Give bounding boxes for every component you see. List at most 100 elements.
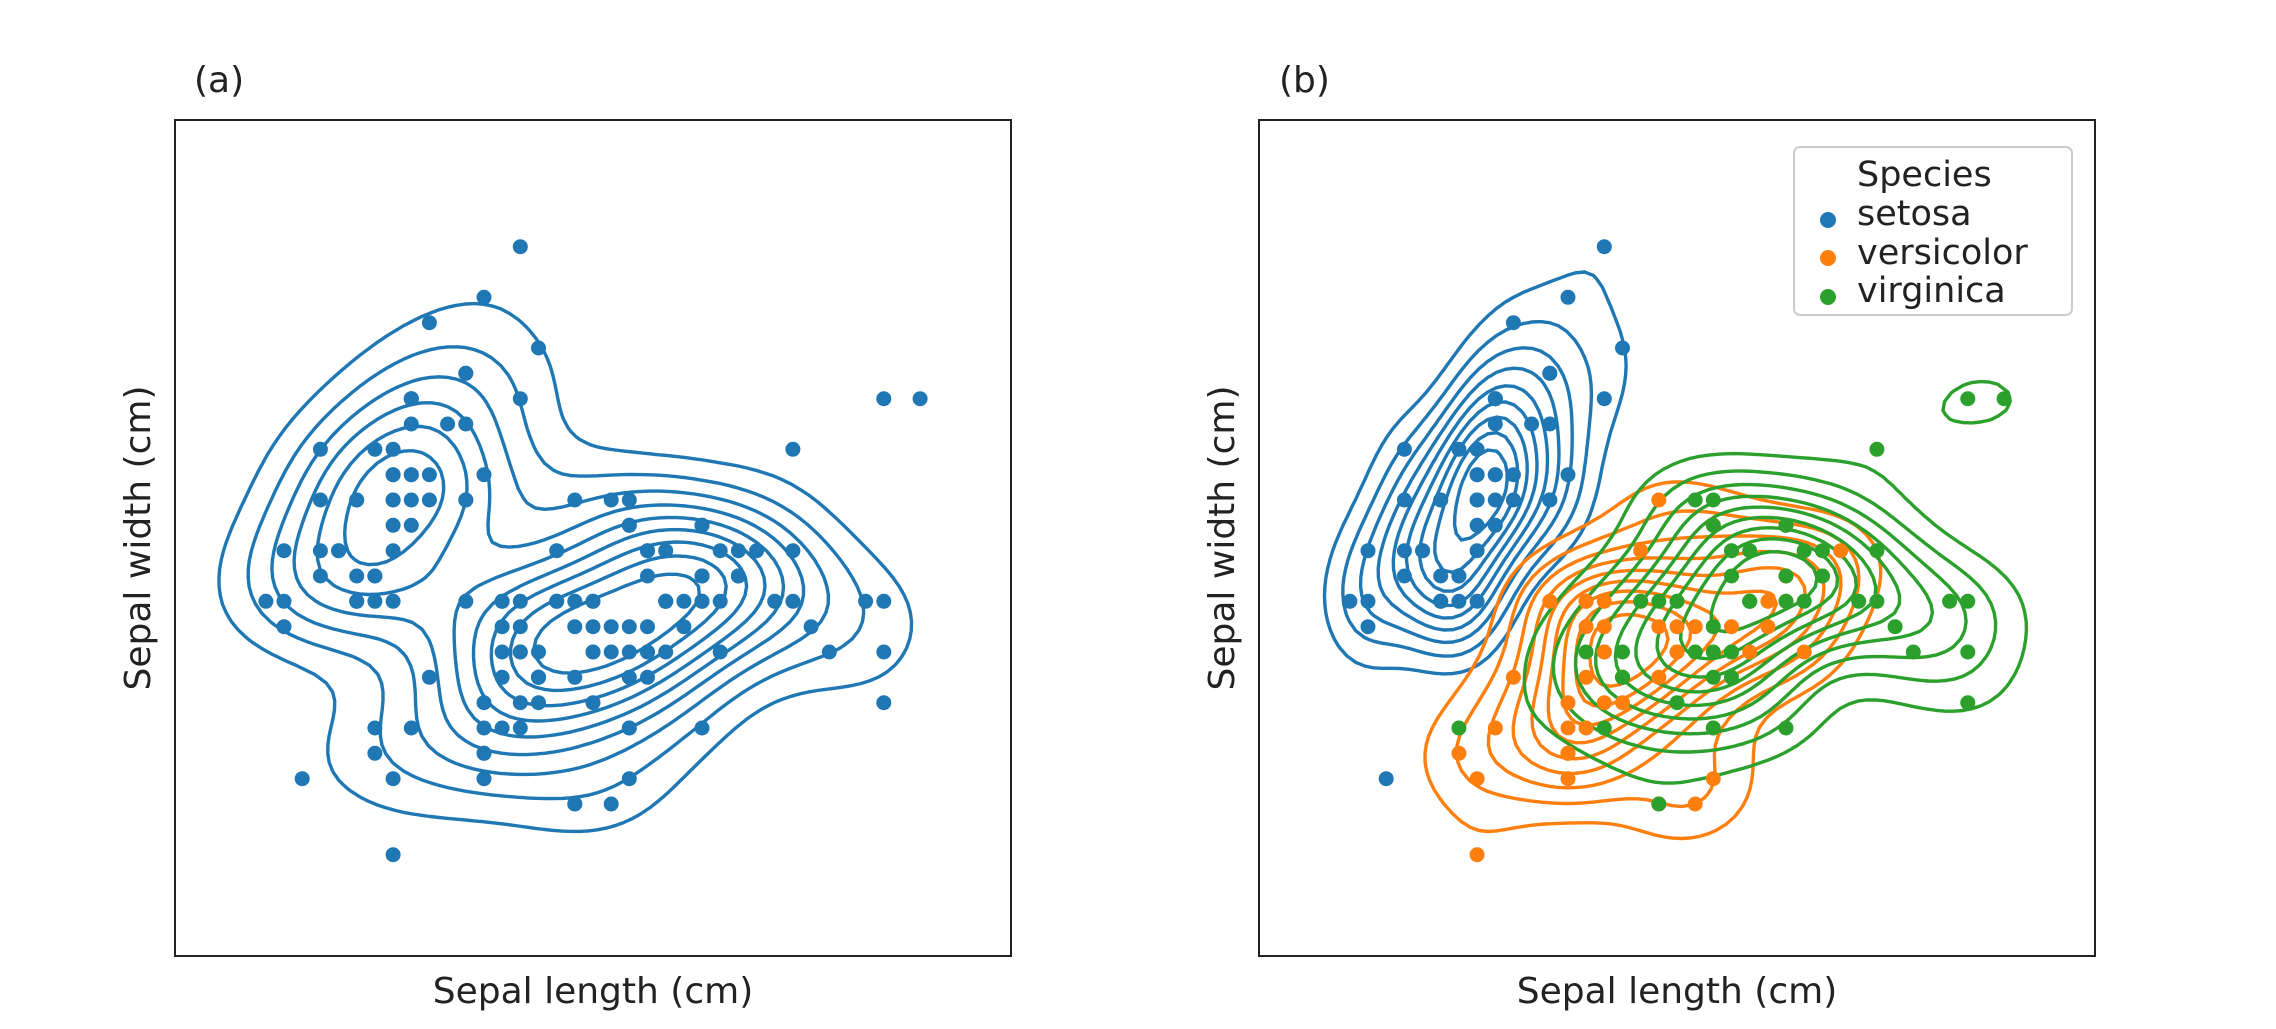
- point-setosa-28: [1505, 492, 1521, 508]
- point-all-119: [567, 796, 583, 812]
- point-all-92: [531, 695, 546, 711]
- point-all-115: [640, 543, 655, 559]
- point-setosa-30: [1433, 568, 1449, 584]
- panel-a: (a) Sepal length (cm) Sepal width (cm): [118, 60, 1012, 1012]
- contour-setosa-level-2: [1341, 319, 1594, 658]
- point-setosa-1: [1451, 593, 1467, 609]
- point-virginica-17: [1960, 391, 1976, 407]
- point-all-129: [785, 593, 801, 609]
- point-all-63: [585, 619, 601, 635]
- point-all-94: [494, 669, 510, 685]
- point-all-85: [567, 492, 583, 508]
- point-versicolor-39: [1560, 720, 1576, 736]
- point-all-69: [494, 720, 510, 736]
- contour-versicolor-level-1: [1423, 480, 1883, 841]
- point-all-34: [367, 568, 383, 584]
- point-versicolor-7: [1451, 745, 1467, 761]
- point-versicolor-42: [1615, 695, 1630, 711]
- point-versicolor-10: [1469, 847, 1485, 863]
- point-all-50: [749, 543, 765, 559]
- point-all-145: [694, 593, 710, 609]
- point-virginica-2: [1851, 593, 1867, 609]
- point-all-31: [458, 492, 474, 508]
- point-setosa-15: [1596, 239, 1612, 255]
- point-versicolor-13: [1669, 619, 1685, 635]
- point-versicolor-25: [1760, 593, 1776, 609]
- point-setosa-46: [1487, 391, 1503, 407]
- point-virginica-8: [1778, 720, 1794, 736]
- point-all-38: [276, 593, 292, 609]
- point-virginica-0: [1705, 517, 1721, 533]
- contour-setosa-level-4: [1376, 366, 1561, 632]
- point-setosa-13: [1342, 593, 1358, 609]
- point-virginica-15: [1724, 543, 1739, 559]
- point-all-141: [730, 568, 746, 584]
- panel-b-xlabel: Sepal length (cm): [1517, 971, 1838, 1012]
- point-all-146: [621, 720, 637, 736]
- point-all-81: [476, 745, 492, 761]
- point-virginica-22: [1960, 644, 1976, 660]
- legend: Species setosa versicolor virginica: [1793, 146, 2073, 316]
- point-setosa-22: [1396, 441, 1412, 457]
- legend-box: [1793, 146, 2073, 316]
- point-virginica-11: [1724, 669, 1739, 685]
- point-all-76: [712, 644, 728, 660]
- point-all-8: [276, 619, 292, 635]
- point-all-93: [385, 771, 401, 787]
- legend-marker-virginica: [1820, 289, 1836, 305]
- point-virginica-19: [1651, 796, 1667, 812]
- point-virginica-46: [1705, 720, 1721, 736]
- point-versicolor-9: [1505, 669, 1521, 685]
- point-setosa-34: [1451, 568, 1467, 584]
- point-virginica-38: [1651, 593, 1667, 609]
- point-all-47: [312, 543, 328, 559]
- contour-virginica-level-4: [1594, 494, 1935, 721]
- point-all-131: [912, 391, 928, 407]
- point-setosa-27: [1505, 467, 1521, 483]
- point-all-48: [440, 416, 456, 432]
- point-all-121: [494, 644, 510, 660]
- point-all-53: [476, 771, 492, 787]
- point-all-126: [603, 644, 619, 660]
- point-virginica-41: [1814, 568, 1830, 584]
- point-all-142: [531, 669, 546, 685]
- point-setosa-25: [1469, 593, 1485, 609]
- point-all-73: [585, 644, 601, 660]
- point-virginica-48: [1687, 492, 1703, 508]
- point-versicolor-34: [1542, 593, 1558, 609]
- point-setosa-17: [1487, 467, 1503, 483]
- point-virginica-47: [1742, 593, 1758, 609]
- point-setosa-41: [1378, 771, 1394, 787]
- point-all-90: [476, 695, 492, 711]
- point-all-87: [621, 771, 637, 787]
- point-all-111: [640, 669, 655, 685]
- point-versicolor-26: [1796, 644, 1812, 660]
- point-all-148: [603, 492, 619, 508]
- point-setosa-47: [1396, 543, 1412, 559]
- point-setosa-8: [1360, 619, 1376, 635]
- panel-b-ylabel: Sepal width (cm): [1202, 386, 1243, 691]
- legend-entry-setosa: setosa: [1857, 194, 1972, 234]
- point-all-60: [385, 847, 401, 863]
- point-all-70: [549, 543, 565, 559]
- point-versicolor-33: [1651, 669, 1667, 685]
- point-all-4: [385, 441, 401, 457]
- contour-virginica-level-5: [1613, 505, 1902, 708]
- point-versicolor-31: [1560, 745, 1576, 761]
- point-all-125: [785, 543, 801, 559]
- point-setosa-10: [1542, 416, 1558, 432]
- contour-setosa-level-5: [1391, 384, 1550, 620]
- point-all-133: [621, 644, 637, 660]
- point-virginica-31: [1996, 391, 2012, 407]
- point-setosa-18: [1596, 391, 1612, 407]
- point-all-16: [458, 365, 474, 381]
- point-versicolor-40: [1560, 695, 1576, 711]
- point-all-98: [403, 720, 419, 736]
- point-setosa-31: [1542, 492, 1558, 508]
- point-all-106: [367, 720, 383, 736]
- point-all-68: [603, 796, 619, 812]
- point-versicolor-8: [1760, 619, 1776, 635]
- point-all-97: [603, 619, 619, 635]
- point-all-74: [640, 619, 655, 635]
- point-setosa-43: [1469, 467, 1485, 483]
